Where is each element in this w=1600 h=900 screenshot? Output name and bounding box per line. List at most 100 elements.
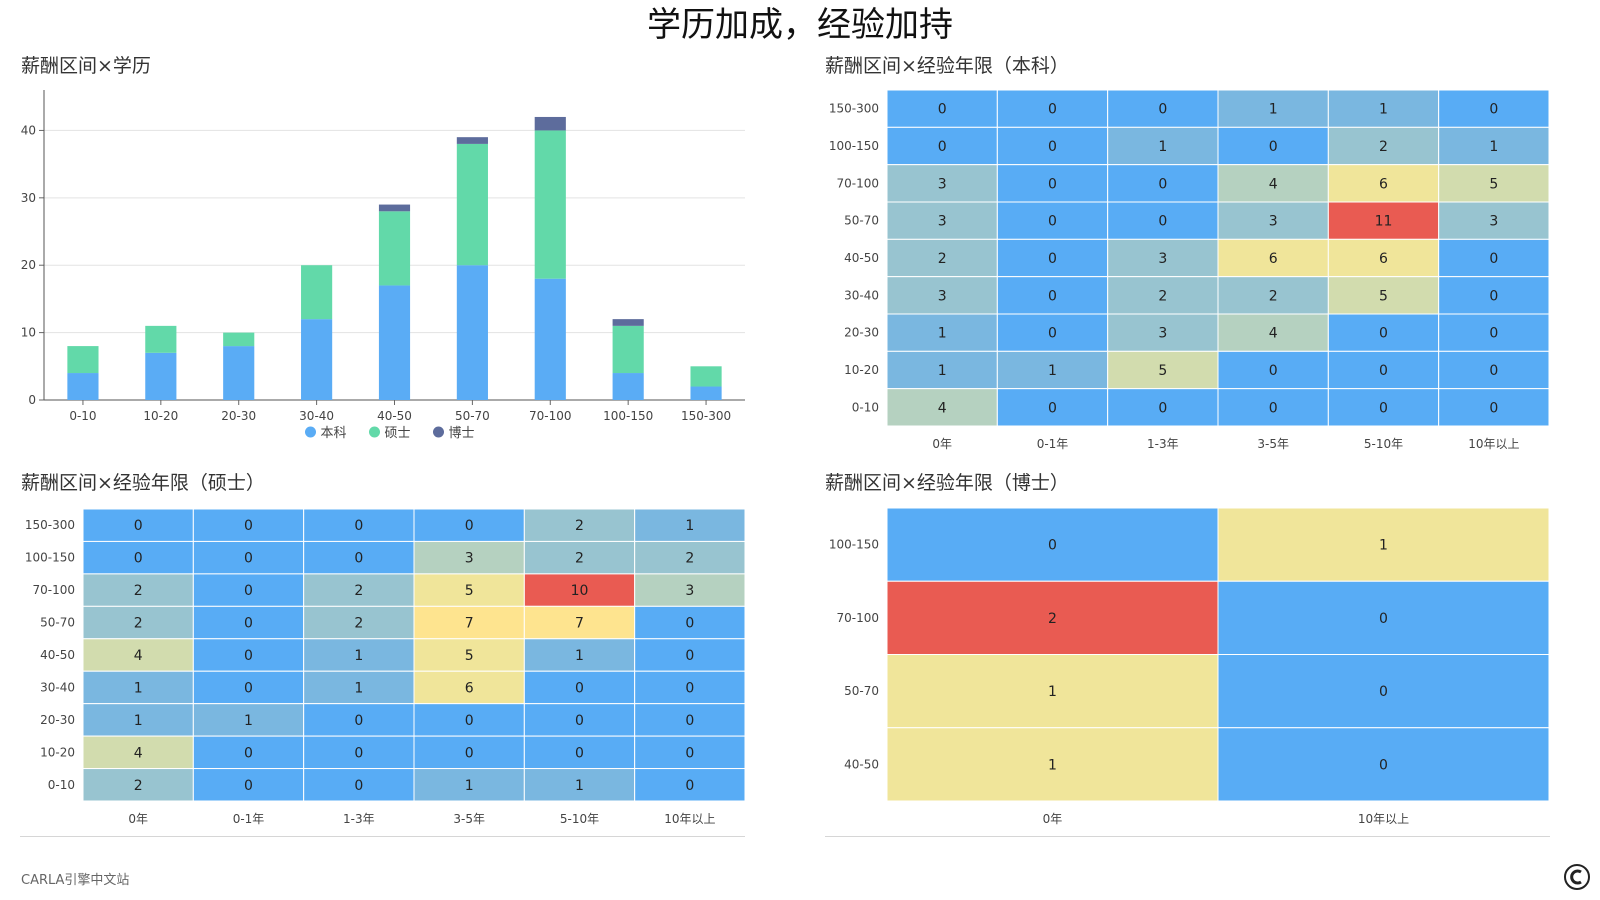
heatmap-cell <box>886 238 998 278</box>
heatmap-cell-label: 0 <box>354 551 363 567</box>
y-tick-label: 30 <box>21 191 36 205</box>
y-tick-label: 70-100 <box>836 611 879 625</box>
heatmap-cell <box>1217 727 1550 802</box>
heatmap-cell <box>413 638 525 672</box>
heatmap-cell-label: 1 <box>134 680 143 696</box>
legend-marker <box>369 426 380 438</box>
heatmap-cell <box>192 638 305 672</box>
bar-segment <box>145 352 177 400</box>
heatmap-cell-label: 6 <box>1379 251 1388 267</box>
heatmap-cell <box>1438 238 1550 278</box>
x-tick-label: 1-3年 <box>1147 437 1179 451</box>
y-tick-label: 150-300 <box>25 518 75 532</box>
bar-segment <box>378 285 411 400</box>
heatmap-cell-label: 3 <box>465 551 474 567</box>
heatmap-cell-label: 0 <box>1048 326 1057 342</box>
heatmap-cell-label: 5 <box>1489 176 1498 192</box>
heatmap-cell <box>1217 276 1329 315</box>
bar-segment <box>145 325 177 353</box>
bar-segment <box>612 325 644 374</box>
heatmap-cell-label: 0 <box>1048 251 1057 267</box>
heatmap-cell-label: 0 <box>244 745 253 761</box>
heatmap-cell <box>523 573 636 607</box>
heatmap-cell-label: 0 <box>1048 139 1057 155</box>
heatmap-cell <box>1217 350 1329 390</box>
bar-segment <box>612 319 644 326</box>
heatmap-cell <box>886 727 1219 802</box>
bar-segment <box>534 130 566 279</box>
heatmap-cell-label: 1 <box>1269 102 1278 118</box>
heatmap-cell-label: 2 <box>938 251 947 267</box>
heatmap-cell-label: 1 <box>1048 684 1057 700</box>
heatmap-cell <box>996 388 1109 427</box>
heatmap-cell-label: 1 <box>1048 363 1057 379</box>
y-tick-label: 50-70 <box>40 616 75 630</box>
y-tick-label: 10 <box>21 326 36 340</box>
y-tick-label: 0 <box>28 393 36 407</box>
x-tick-label: 0-1年 <box>233 812 265 826</box>
salary-education-bar-chart: 0 10 20 30 40 0-10 10-20 20-30 30-40 40-50 50-70 70… <box>21 90 745 441</box>
x-tick-label: 10年以上 <box>1358 812 1409 826</box>
page-title: 学历加成，经验加持 <box>647 5 953 45</box>
y-tick-label: 40-50 <box>844 251 879 265</box>
heatmap-cell-label: 0 <box>685 745 694 761</box>
heatmap-cell <box>303 768 415 802</box>
heatmap-cell-label: 3 <box>938 288 947 304</box>
heatmap-cell-label: 0 <box>1048 400 1057 416</box>
heatmap-cell-label: 0 <box>1048 176 1057 192</box>
heatmap-cell <box>634 540 746 575</box>
heatmap-cell-label: 0 <box>685 648 694 664</box>
heatmap-cell <box>413 540 525 575</box>
heatmap-cell <box>634 605 746 640</box>
heatmap-cell <box>82 508 194 542</box>
heatmap-cell-label: 0 <box>1489 251 1498 267</box>
heatmap-cell-label: 1 <box>1158 139 1167 155</box>
heatmap-cell-label: 0 <box>465 745 474 761</box>
y-tick-label: 70-100 <box>836 176 879 190</box>
x-tick-label: 0年 <box>1043 812 1063 826</box>
heatmap-cell-label: 5 <box>465 648 474 664</box>
y-tick-label: 100-150 <box>829 139 879 153</box>
heatmap-cell <box>303 508 415 542</box>
heatmap-cell-label: 0 <box>685 778 694 794</box>
heatmap-cell-label: 0 <box>354 745 363 761</box>
heatmap-cell-label: 2 <box>1379 139 1388 155</box>
heatmap-cell-label: 1 <box>354 648 363 664</box>
heatmap-cell <box>996 89 1109 128</box>
heatmap-cell-label: 0 <box>354 713 363 729</box>
heatmap-cell <box>1217 580 1550 655</box>
heatmap-cell-label: 0 <box>1489 363 1498 379</box>
heatmap-cell <box>523 508 636 542</box>
heatmap-cell-label: 6 <box>1379 176 1388 192</box>
x-tick-label: 20-30 <box>221 409 256 423</box>
heatmap-cell <box>1438 313 1550 352</box>
heatmap-cell <box>634 703 746 737</box>
heatmap-cell <box>523 735 636 770</box>
heatmap-cell <box>82 670 194 705</box>
heatmap-cell <box>886 276 998 315</box>
heatmap-cell-label: 0 <box>244 551 253 567</box>
heatmap-cell-label: 0 <box>575 713 584 729</box>
heatmap-cell-label: 7 <box>575 616 584 632</box>
heatmap-cell <box>1438 126 1550 166</box>
heatmap-cell <box>82 573 194 607</box>
bar-segment <box>301 265 333 320</box>
heatmap-cell <box>886 89 998 128</box>
heatmap-cell-label: 0 <box>1048 538 1057 554</box>
heatmap-cell-label: 0 <box>1048 288 1057 304</box>
x-tick-label: 10年以上 <box>1468 437 1519 451</box>
x-tick-label: 3-5年 <box>453 812 485 826</box>
y-tick-label: 0-10 <box>852 400 879 414</box>
phd-heatmap-title: 薪酬区间×经验年限（博士） <box>825 472 1069 494</box>
heatmap-cell <box>192 573 305 607</box>
legend-label: 本科 <box>321 426 347 441</box>
bachelor-heatmap-title: 薪酬区间×经验年限（本科） <box>825 55 1069 77</box>
heatmap-cell-label: 0 <box>1489 102 1498 118</box>
heatmap-cell-label: 1 <box>465 778 474 794</box>
bar-segment <box>67 373 99 400</box>
heatmap-cell-label: 0 <box>1158 102 1167 118</box>
heatmap-cell-label: 0 <box>244 680 253 696</box>
y-tick-label: 20-30 <box>844 326 879 340</box>
y-tick-label: 70-100 <box>32 583 75 597</box>
x-tick-label: 3-5年 <box>1257 437 1289 451</box>
